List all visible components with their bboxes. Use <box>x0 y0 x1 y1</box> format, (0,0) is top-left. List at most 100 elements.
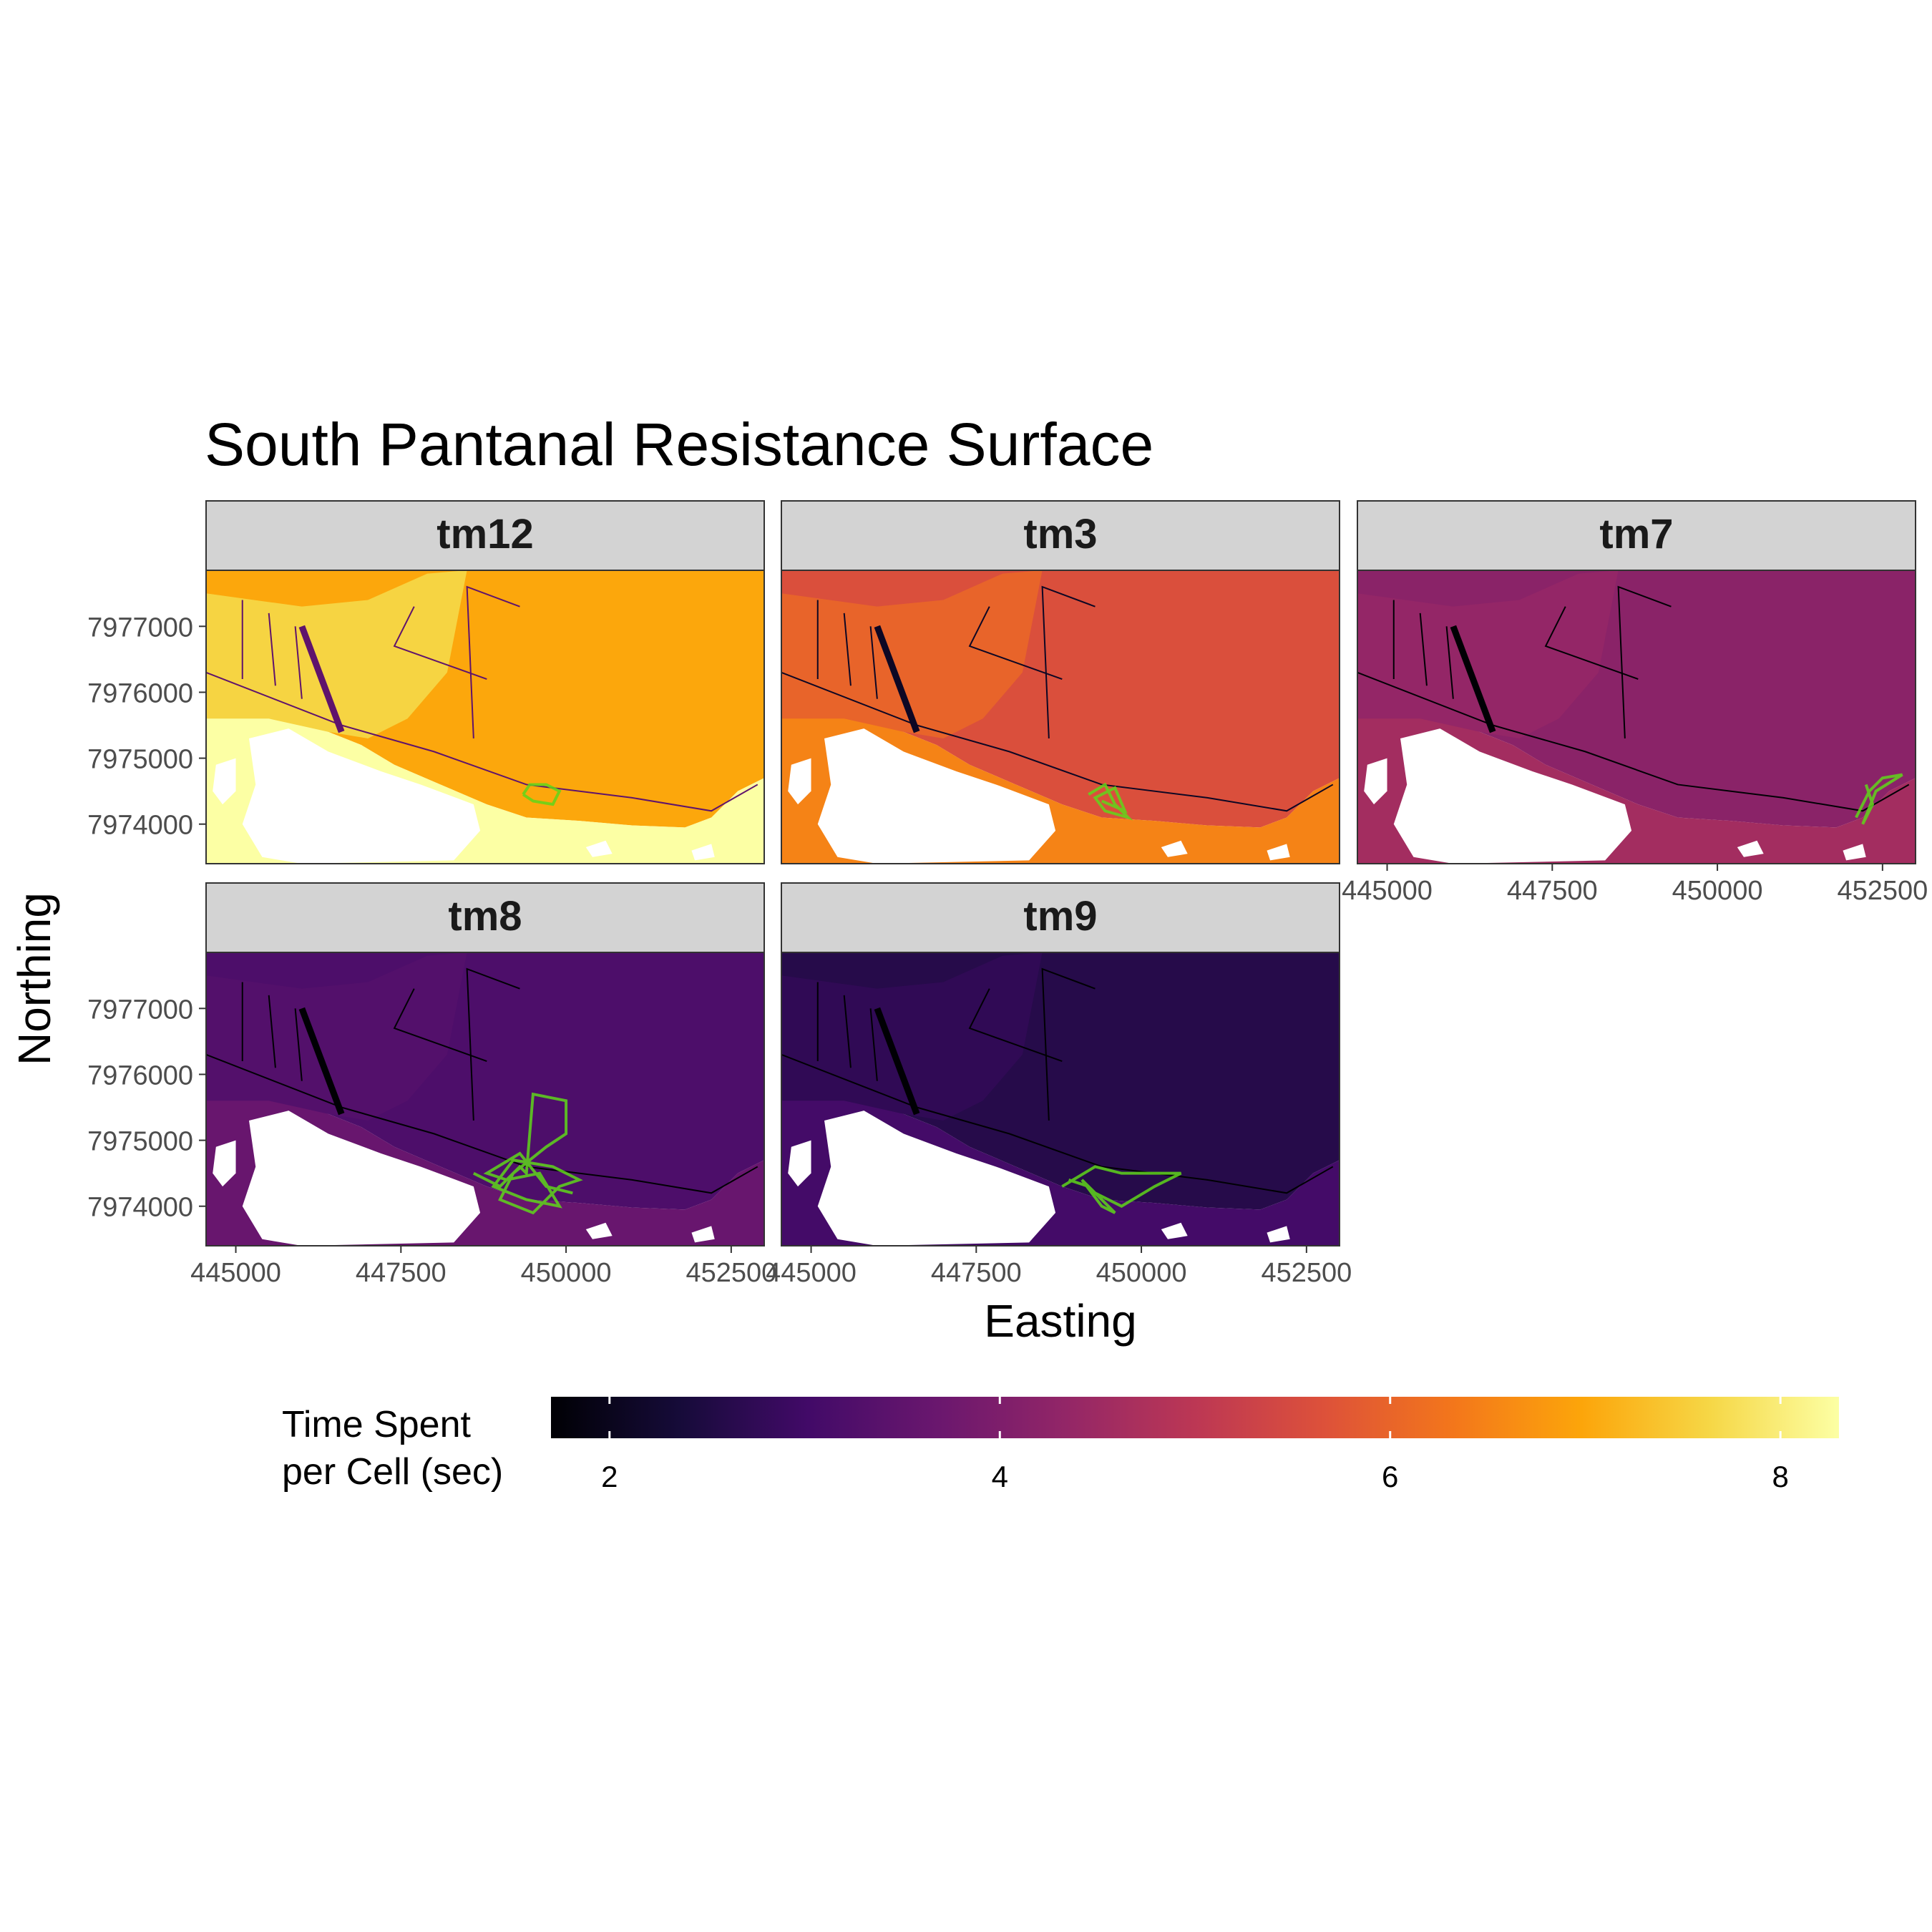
canal-line <box>843 995 852 1068</box>
map-area <box>781 570 1340 864</box>
map-area <box>206 570 764 864</box>
no-data-area <box>1843 844 1866 861</box>
panel-border <box>205 570 765 864</box>
canal-line <box>268 995 276 1068</box>
panel-border <box>1357 570 1916 864</box>
animal-track <box>1088 782 1133 821</box>
animal-track <box>472 1092 583 1215</box>
facet-tm12: tm12 7974000 7975000 7976000 7977000 <box>87 500 765 864</box>
facet-tm3: tm3 <box>781 500 1340 864</box>
x-tick-label: 452500 <box>1261 1258 1352 1288</box>
facet-tm8: tm8 7974000 7975000 7976000 7977000 445000 447… <box>87 882 776 1288</box>
canal-line <box>781 671 1334 812</box>
x-tick-label: 447500 <box>1507 876 1598 906</box>
canal-line <box>1445 626 1454 699</box>
facet-strip-label: tm3 <box>1023 511 1097 557</box>
panel-border <box>205 952 765 1246</box>
no-data-area <box>817 1111 1056 1246</box>
canal-line <box>206 671 758 812</box>
facet-strip-label: tm8 <box>448 893 522 940</box>
no-data-area <box>1161 840 1188 857</box>
y-tick-label: 7974000 <box>87 1193 193 1223</box>
no-data-area <box>585 840 613 857</box>
y-axis-label: Northing <box>9 892 60 1065</box>
no-data-area <box>242 1111 481 1246</box>
surface-upland <box>781 570 1043 738</box>
canal-line <box>869 626 878 699</box>
canal-line <box>298 625 345 733</box>
facet-panels: tm12 7974000 7975000 7976000 7977000 tm3 tm7 44… <box>87 500 1928 1288</box>
surface-upland <box>206 570 467 738</box>
map-area <box>781 952 1340 1246</box>
legend-title-line2: per Cell (sec) <box>282 1451 503 1493</box>
canal-line <box>298 1007 345 1116</box>
canal-line <box>393 988 487 1062</box>
canal-line <box>874 625 920 733</box>
no-data-area <box>1364 758 1387 805</box>
y-tick-label: 7977000 <box>87 613 193 643</box>
no-data-area <box>1393 728 1632 864</box>
canal-line <box>843 613 852 686</box>
legend-colorbar <box>551 1397 1839 1438</box>
legend-tick-label: 4 <box>992 1460 1008 1493</box>
panel-border <box>781 570 1340 864</box>
facet-strip-label: tm9 <box>1023 893 1097 940</box>
canal-line <box>781 1053 1334 1194</box>
canal-line <box>393 606 487 680</box>
no-data-area <box>788 758 811 805</box>
canal-line <box>869 1008 878 1081</box>
no-data-area <box>213 758 236 805</box>
facet-strip <box>781 882 1340 953</box>
legend-tick-label: 8 <box>1772 1460 1789 1493</box>
no-data-area <box>817 728 1056 864</box>
y-tick-label: 7974000 <box>87 811 193 841</box>
facet-strip <box>205 500 765 571</box>
canal-line <box>294 626 303 699</box>
surface-upland <box>206 952 467 1121</box>
facet-strip-label: tm7 <box>1599 511 1673 557</box>
canal-line <box>466 967 520 1121</box>
legend-title-line1: Time Spent <box>282 1404 472 1445</box>
facet-strip <box>781 500 1340 571</box>
animal-track <box>1855 773 1903 825</box>
no-data-area <box>242 728 481 864</box>
no-data-area <box>1161 1222 1188 1239</box>
x-tick-label: 450000 <box>521 1258 612 1288</box>
no-data-area <box>691 844 715 861</box>
x-tick-label: 445000 <box>1342 876 1433 906</box>
animal-track <box>1061 1165 1182 1214</box>
legend-tick-label: 6 <box>1382 1460 1398 1493</box>
facet-strip-label: tm12 <box>436 511 533 557</box>
no-data-area <box>1737 840 1764 857</box>
no-data-area <box>1267 1226 1290 1243</box>
canal-line <box>1357 671 1910 812</box>
y-tick-label: 7977000 <box>87 995 193 1025</box>
surface-upland <box>781 952 1043 1121</box>
canal-line <box>1041 585 1096 738</box>
x-tick-label: 450000 <box>1672 876 1763 906</box>
x-tick-label: 447500 <box>931 1258 1022 1288</box>
x-tick-label: 447500 <box>356 1258 447 1288</box>
canal-line <box>268 613 276 686</box>
animal-track <box>522 783 562 806</box>
y-tick-label: 7975000 <box>87 745 193 775</box>
facet-tm7: tm7 445000 447500 450000 452500 <box>1342 500 1928 906</box>
map-area <box>1357 570 1916 864</box>
canal-line <box>1450 625 1496 733</box>
canal-line <box>1617 585 1672 738</box>
canal-line <box>1544 606 1639 680</box>
x-tick-label: 450000 <box>1096 1258 1187 1288</box>
canal-line <box>968 988 1063 1062</box>
no-data-area <box>585 1222 613 1239</box>
legend-ticks: 2 4 6 8 <box>601 1397 1789 1493</box>
y-tick-label: 7975000 <box>87 1127 193 1157</box>
y-tick-label: 7976000 <box>87 1060 193 1091</box>
x-tick-label: 445000 <box>766 1258 857 1288</box>
surface-upland <box>1357 570 1619 738</box>
chart-title: South Pantanal Resistance Surface <box>205 411 1153 478</box>
y-tick-label: 7976000 <box>87 678 193 708</box>
x-tick-label: 445000 <box>190 1258 281 1288</box>
no-data-area <box>788 1140 811 1187</box>
canal-line <box>294 1008 303 1081</box>
